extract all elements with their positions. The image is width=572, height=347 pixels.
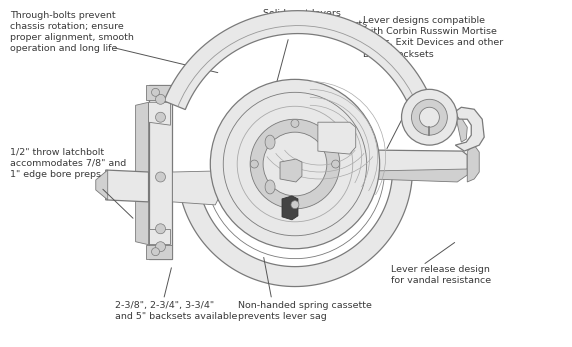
- Ellipse shape: [152, 88, 160, 96]
- Polygon shape: [172, 171, 220, 205]
- Ellipse shape: [291, 119, 299, 127]
- Ellipse shape: [156, 112, 165, 122]
- Text: Through-bolts prevent
chassis rotation; ensure
proper alignment, smooth
operatio: Through-bolts prevent chassis rotation; …: [10, 11, 134, 53]
- Text: Non-handed spring cassette
prevents lever sag: Non-handed spring cassette prevents leve…: [237, 302, 371, 321]
- Polygon shape: [456, 119, 467, 142]
- Polygon shape: [181, 178, 412, 287]
- Polygon shape: [282, 196, 298, 220]
- Polygon shape: [149, 229, 170, 244]
- Ellipse shape: [250, 119, 340, 209]
- Ellipse shape: [332, 160, 340, 168]
- Ellipse shape: [210, 79, 380, 249]
- Polygon shape: [365, 150, 467, 174]
- Text: 1/2" throw latchbolt
accommodates 7/8" and
1" edge bore preps: 1/2" throw latchbolt accommodates 7/8" a…: [10, 147, 126, 179]
- Polygon shape: [318, 122, 356, 154]
- Ellipse shape: [291, 201, 299, 209]
- Polygon shape: [454, 107, 484, 151]
- Ellipse shape: [156, 242, 165, 252]
- Ellipse shape: [156, 224, 165, 234]
- Polygon shape: [370, 169, 467, 182]
- Polygon shape: [136, 102, 149, 245]
- Polygon shape: [145, 85, 172, 100]
- Ellipse shape: [251, 160, 259, 168]
- Ellipse shape: [265, 135, 275, 149]
- Polygon shape: [164, 11, 434, 113]
- Text: Lever release design
for vandal resistance: Lever release design for vandal resistan…: [391, 265, 491, 285]
- Ellipse shape: [156, 172, 165, 182]
- Polygon shape: [149, 102, 170, 125]
- Polygon shape: [149, 85, 172, 259]
- Ellipse shape: [156, 94, 165, 104]
- Ellipse shape: [419, 107, 439, 127]
- Polygon shape: [145, 245, 172, 259]
- Polygon shape: [106, 170, 149, 202]
- Ellipse shape: [411, 99, 447, 135]
- Ellipse shape: [263, 132, 327, 196]
- Text: Lever designs compatible
with Corbin Russwin Mortise
Locks, Exit Devices and oth: Lever designs compatible with Corbin Rus…: [363, 16, 503, 59]
- Text: 2-3/8", 2-3/4", 3-3/4"
and 5" backsets available: 2-3/8", 2-3/4", 3-3/4" and 5" backsets a…: [115, 302, 237, 321]
- Ellipse shape: [152, 248, 160, 256]
- Ellipse shape: [265, 180, 275, 194]
- Polygon shape: [467, 145, 479, 182]
- Text: Solid cast levers
with no plastic inserts: Solid cast levers with no plastic insert…: [263, 9, 367, 29]
- Polygon shape: [280, 159, 302, 182]
- Ellipse shape: [402, 89, 457, 145]
- Polygon shape: [96, 170, 108, 200]
